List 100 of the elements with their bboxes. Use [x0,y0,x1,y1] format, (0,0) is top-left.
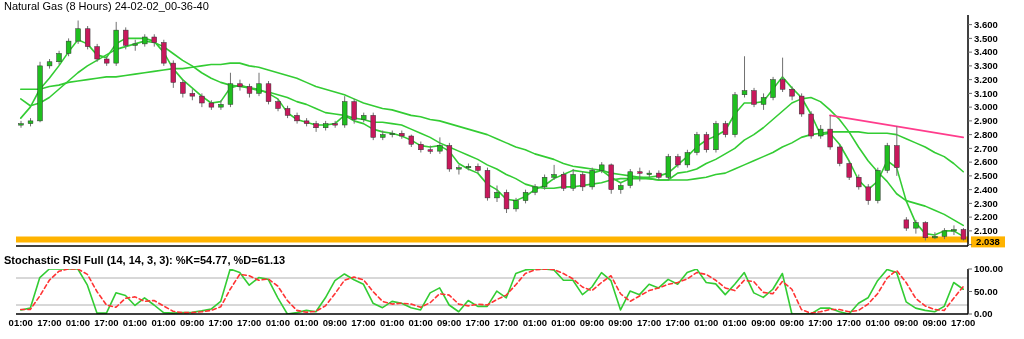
candlestick [894,125,900,177]
x-tick-label: 17:00 [494,316,519,328]
x-tick-label: 17:00 [351,316,376,328]
y-tick-label: 0.00 [974,308,993,320]
candlestick [256,72,262,97]
x-tick-label: 09:00 [922,316,947,328]
x-tick-label: 01:00 [865,316,890,328]
x-tick-label: 01:00 [65,316,91,328]
candlestick [456,164,462,175]
candlestick [75,20,81,45]
y-tick-label: 3.000 [974,101,998,113]
y-tick-label: 50.00 [974,285,998,297]
x-tick-label: 01:00 [265,316,290,328]
candlestick [551,164,557,181]
candlestick [560,171,567,192]
candlestick [827,114,833,151]
candlestick [665,153,672,181]
x-tick-label: 17:00 [94,316,119,328]
candlestick [437,136,443,155]
candlestick [218,99,224,111]
x-tick-label: 09:00 [322,316,348,328]
x-tick-label: 01:00 [694,316,719,328]
y-tick-label: 3.300 [974,60,998,72]
x-tick-label: 09:00 [608,316,633,328]
candlestick [503,189,510,214]
candlestick [798,92,805,118]
x-tick-label: 17:00 [636,316,662,328]
candlestick [779,57,786,93]
candlestick [370,112,376,141]
x-tick-label: 01:00 [151,316,176,328]
candlestick [84,25,91,50]
x-tick-label: 09:00 [179,316,205,328]
candlestick [570,168,576,192]
candlestick [741,55,748,98]
candlestick [808,110,814,140]
x-tick-label: 01:00 [408,316,433,328]
x-tick-label: 17:00 [665,316,690,328]
chart-title: Stochastic RSI Full (14, 14, 3, 3): %K=54.77, %D=61.13 [4,254,286,266]
y-tick-label: 2.100 [974,225,998,237]
y-tick-label: 3.500 [974,32,998,44]
x-tick-label: 09:00 [893,316,919,328]
x-tick-label: 09:00 [579,316,605,328]
y-tick-label: 2.400 [974,184,998,195]
x-tick-label: 09:00 [751,316,776,328]
candlestick [18,120,24,129]
candlestick [313,120,319,133]
x-tick-label: 17:00 [465,316,490,328]
x-tick-label: 01:00 [294,316,319,328]
ref-line-label: 2.038 [976,235,1000,247]
candlestick [846,160,852,181]
candlestick [170,59,176,89]
x-tick-label: 01:00 [551,316,576,328]
candlestick [694,131,700,156]
x-tick-label: 01:00 [722,316,747,328]
y-tick-label: 2.300 [974,197,998,209]
candlestick [265,80,272,105]
x-tick-label: 17:00 [237,316,262,328]
y-tick-label: 2.500 [974,170,998,182]
candlestick [951,224,957,236]
candlestick [123,26,129,50]
y-tick-label: 3.200 [974,74,998,85]
x-tick-label: 17:00 [208,316,233,328]
candlestick [580,171,586,192]
y-tick-label: 2.700 [974,142,998,154]
y-tick-label: 3.600 [974,19,998,30]
y-tick-label: 3.100 [974,87,998,99]
candlestick [351,98,357,125]
candlestick [589,167,595,191]
candlestick [161,39,167,67]
x-tick-label: 17:00 [808,316,833,328]
x-tick-label: 09:00 [779,316,805,328]
y-tick-label: 2.600 [974,156,998,168]
candlestick [770,76,776,101]
y-tick-label: 2.900 [974,115,998,127]
candlestick [837,143,843,167]
x-tick-label: 09:00 [437,316,462,328]
x-tick-label: 01:00 [522,316,547,328]
candlestick [865,183,871,206]
line-series [19,269,965,314]
chart-title: Natural Gas (8 Hours) 24-02-02_00-36-40 [3,0,210,12]
candlestick [627,168,633,189]
candlestick [494,185,500,203]
candlestick [751,87,757,108]
candlestick [227,72,234,108]
x-tick-label: 01:00 [122,316,148,328]
x-tick-label: 17:00 [37,316,62,328]
candlestick [237,79,243,92]
candlestick [342,95,348,129]
x-tick-label: 17:00 [836,316,862,328]
x-tick-label: 01:00 [8,316,33,328]
candlestick [922,220,929,241]
candlestick [932,231,938,240]
candlestick [446,142,453,173]
y-tick-label: 100.00 [974,263,1004,275]
y-tick-label: 2.800 [974,129,998,140]
y-tick-label: 2.200 [974,211,998,223]
candlestick [913,219,919,235]
candlestick [703,131,710,153]
x-tick-label: 01:00 [379,316,405,328]
y-tick-label: 3.400 [974,46,998,58]
